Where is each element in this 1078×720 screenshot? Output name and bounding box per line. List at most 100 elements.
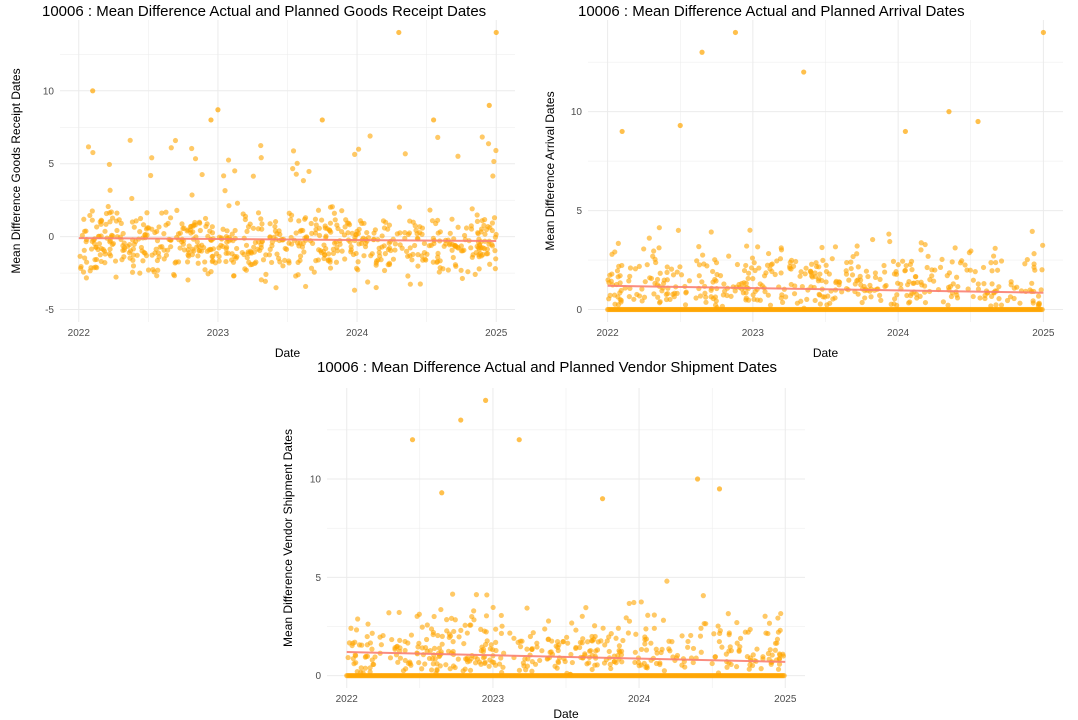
data-point (846, 277, 852, 283)
data-point (223, 250, 229, 256)
data-point (430, 629, 437, 636)
data-point (668, 266, 675, 272)
data-point (152, 250, 158, 256)
data-point (913, 291, 920, 297)
data-point (848, 265, 854, 272)
data-point (210, 258, 216, 264)
data-point (626, 600, 632, 607)
data-point (221, 173, 227, 179)
data-point (189, 145, 195, 152)
data-point (342, 256, 348, 262)
data-point (473, 592, 480, 598)
data-point (77, 253, 83, 259)
data-point (471, 617, 477, 623)
data-point (308, 265, 315, 271)
data-point (306, 168, 312, 175)
data-point (244, 228, 250, 234)
data-point (634, 291, 640, 298)
data-point (975, 281, 981, 287)
data-point (989, 268, 995, 274)
data-point (414, 231, 420, 237)
data-point (755, 244, 761, 250)
data-point (631, 599, 637, 606)
data-point (79, 232, 85, 239)
data-point (972, 269, 978, 275)
data-point (452, 262, 459, 268)
data-point (407, 659, 413, 665)
data-point (741, 267, 748, 274)
data-point (918, 247, 924, 253)
data-point (487, 646, 493, 652)
data-point (137, 229, 143, 235)
data-point (872, 270, 878, 276)
data-point (142, 231, 148, 238)
x-tick-label: 2023 (482, 694, 505, 705)
data-point (734, 619, 740, 626)
data-point (367, 133, 373, 139)
data-point (925, 253, 931, 259)
data-point (293, 230, 299, 236)
data-point (957, 260, 964, 266)
data-point (231, 273, 237, 279)
data-point (894, 302, 900, 308)
data-point (186, 243, 192, 249)
data-point (355, 616, 361, 622)
data-point (907, 261, 913, 268)
data-point (436, 269, 442, 275)
data-point (78, 265, 84, 271)
data-point (481, 628, 488, 634)
data-point (87, 212, 93, 219)
data-point (349, 642, 355, 649)
data-point (129, 269, 136, 275)
data-point (181, 225, 187, 231)
data-point (474, 212, 480, 218)
data-point (450, 254, 456, 261)
y-tick-label: 10 (571, 107, 583, 118)
data-point (877, 292, 883, 298)
data-point (1029, 228, 1035, 234)
data-point (808, 261, 815, 267)
data-point (962, 262, 968, 268)
data-point (700, 252, 706, 258)
data-point (568, 651, 574, 658)
data-point (708, 287, 714, 293)
data-point (244, 255, 250, 261)
outlier-point (619, 128, 625, 135)
data-point (286, 258, 292, 264)
data-point (992, 245, 998, 251)
data-point (129, 195, 135, 202)
grid (60, 20, 515, 322)
data-point (194, 239, 200, 245)
data-point (639, 286, 645, 292)
data-point (177, 245, 183, 251)
data-point (293, 171, 299, 177)
x-axis-label: Date (813, 346, 839, 360)
data-point (229, 251, 235, 257)
data-point (365, 279, 371, 285)
data-point (84, 259, 90, 265)
data-point (109, 232, 115, 238)
trend-line (78, 237, 497, 242)
data-point (877, 276, 883, 282)
y-axis-label: Mean Difference Vendor Shipment Dates (281, 429, 295, 647)
data-point (857, 273, 863, 279)
data-point (763, 630, 769, 636)
x-tick-label: 2024 (346, 328, 369, 339)
chart-1: 2022 2023 2024 2025 -5 0 5 10 10006 : Mean Diffe… (9, 3, 515, 360)
data-point (407, 281, 413, 287)
data-point (243, 242, 250, 248)
data-point (311, 269, 317, 275)
data-point (202, 215, 209, 222)
data-point (589, 666, 595, 673)
data-point (415, 263, 421, 269)
data-point (545, 618, 552, 624)
data-point (478, 661, 484, 667)
data-point (843, 271, 850, 277)
data-point (573, 645, 579, 652)
outlier-point (732, 29, 739, 36)
y-tick-label: 0 (48, 232, 54, 243)
data-point (345, 654, 351, 661)
data-point (485, 224, 491, 230)
outlier-point (431, 117, 437, 123)
data-point (330, 246, 336, 252)
